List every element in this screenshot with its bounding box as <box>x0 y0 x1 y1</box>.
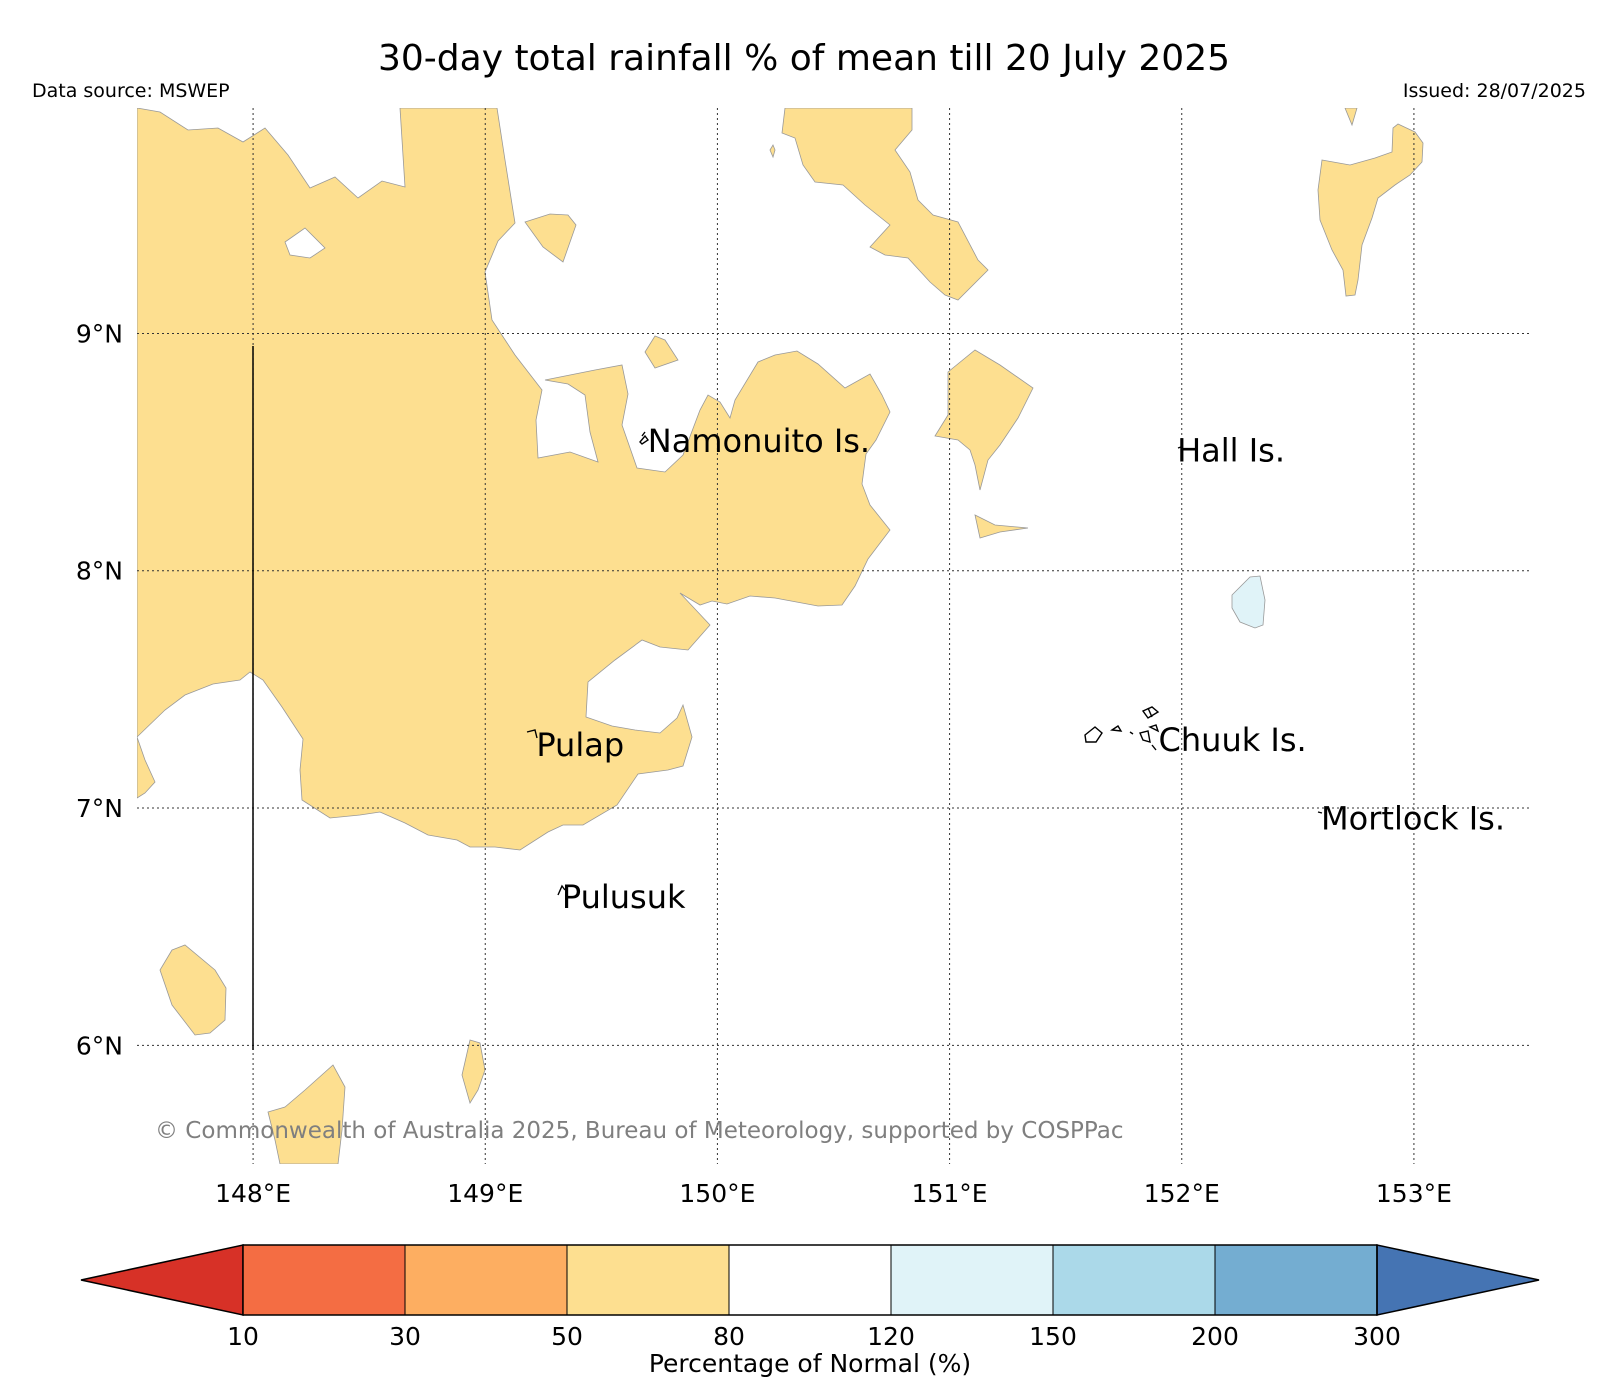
chuuk-coastline-3 <box>1141 706 1160 719</box>
longitude-tick-labels: 148°E 149°E 150°E 151°E 152°E 153°E <box>215 1179 1452 1208</box>
colorbar-tick-label: 80 <box>713 1322 745 1351</box>
rainfall-region-50-80-south-2 <box>461 1039 486 1104</box>
colorbar-segment <box>1052 1244 1216 1316</box>
colorbar-segment <box>404 1244 568 1316</box>
copyright-notice: © Commonwealth of Australia 2025, Bureau… <box>155 1118 1124 1144</box>
lat-tick-label: 8°N <box>76 557 123 586</box>
lon-tick-label: 150°E <box>679 1179 755 1208</box>
rainfall-map: Namonuito Is. Hall Is. Pulap Chuuk Is. Mortl… <box>137 108 1530 1164</box>
colorbar-label: Percentage of Normal (%) <box>649 1349 971 1378</box>
rainfall-region-50-80-far-east-islet <box>1344 108 1358 127</box>
place-label: Pulap <box>536 726 624 764</box>
place-label: Pulusuk <box>562 878 686 916</box>
pulap-coastline <box>526 729 538 739</box>
lon-tick-label: 153°E <box>1376 1179 1452 1208</box>
colorbar-tick-label: 10 <box>227 1322 259 1351</box>
rainfall-region-50-80-north-1 <box>524 213 577 263</box>
chuuk-coastline-5 <box>1148 724 1160 733</box>
page-title: 30-day total rainfall % of mean till 20 … <box>378 38 1230 79</box>
colorbar-tick-label: 120 <box>867 1322 915 1351</box>
chuuk-coastline-8 <box>1151 744 1157 751</box>
rainfall-region-50-80-east-1 <box>934 349 1034 491</box>
rainfall-hole-1 <box>284 227 326 259</box>
lon-tick-label: 149°E <box>447 1179 523 1208</box>
lat-tick-label: 6°N <box>76 1031 123 1060</box>
colorbar-segment <box>728 1244 892 1316</box>
chuuk-coastline-2 <box>1110 725 1123 732</box>
place-labels: Namonuito Is. Hall Is. Pulap Chuuk Is. Mortl… <box>536 422 1505 916</box>
chuuk-coastline-1 <box>1084 726 1103 743</box>
rainfall-region-50-80-north-2 <box>644 335 679 369</box>
lat-tick-label: 9°N <box>76 319 123 348</box>
rainfall-region-50-80-west-lobe <box>137 736 156 799</box>
rainfall-region-50-80-west <box>137 108 891 851</box>
colorbar-tick-label: 30 <box>389 1322 421 1351</box>
colorbar-segment <box>566 1244 730 1316</box>
place-label: Chuuk Is. <box>1159 721 1307 759</box>
colorbar-over-arrow <box>1376 1244 1540 1316</box>
issued-date-label: Issued: 28/07/2025 <box>1403 80 1586 102</box>
data-source-label: Data source: MSWEP <box>32 80 230 102</box>
lon-tick-label: 148°E <box>215 1179 291 1208</box>
latitude-tick-labels: 6°N 7°N 8°N 9°N <box>76 319 123 1060</box>
colorbar-frame <box>242 1244 1378 1316</box>
chuuk-coastline-6 <box>1147 707 1153 718</box>
lon-tick-label: 151°E <box>912 1179 988 1208</box>
colorbar: 10 30 50 80 120 150 200 300 Percentage of Norma… <box>80 1244 1540 1378</box>
lon-tick-label: 152°E <box>1144 1179 1220 1208</box>
place-label: Namonuito Is. <box>648 422 870 460</box>
colorbar-segment <box>890 1244 1054 1316</box>
rainfall-region-120-150 <box>1231 575 1266 629</box>
colorbar-tick-label: 150 <box>1029 1322 1077 1351</box>
rainfall-region-50-80-northeast <box>781 108 989 301</box>
rainfall-region-50-80-far-east <box>1317 123 1424 297</box>
colorbar-tick-label: 200 <box>1191 1322 1239 1351</box>
place-label: Mortlock Is. <box>1321 800 1505 838</box>
coastlines <box>526 431 1323 896</box>
lat-tick-label: 7°N <box>76 794 123 823</box>
colorbar-tick-label: 300 <box>1353 1322 1401 1351</box>
gridlines <box>137 108 1530 1164</box>
namonuito-coastline <box>639 434 650 445</box>
rainfall-region-50-80-south-3 <box>267 1064 346 1164</box>
colorbar-segment <box>1214 1244 1378 1316</box>
rainfall-region-50-80-islet <box>769 144 776 159</box>
rainfall-anomaly-shapes <box>137 108 1424 1164</box>
colorbar-tick-labels: 10 30 50 80 120 150 200 300 <box>227 1322 1401 1351</box>
hall-coastline <box>1177 446 1182 449</box>
mortlock-coastline <box>1317 811 1323 814</box>
rainfall-region-50-80-east-2 <box>974 514 1029 539</box>
colorbar-segment <box>242 1244 406 1316</box>
namonuito-coastline-2 <box>641 431 646 437</box>
rainfall-region-50-80-south-1 <box>159 944 227 1036</box>
colorbar-segments <box>242 1244 1378 1316</box>
place-label: Hall Is. <box>1177 432 1285 470</box>
colorbar-tick-label: 50 <box>551 1322 583 1351</box>
pulusuk-coastline <box>557 884 566 896</box>
colorbar-under-arrow <box>80 1244 244 1316</box>
chuuk-coastline-4 <box>1139 730 1151 743</box>
chuuk-coastline-7 <box>1129 731 1134 735</box>
